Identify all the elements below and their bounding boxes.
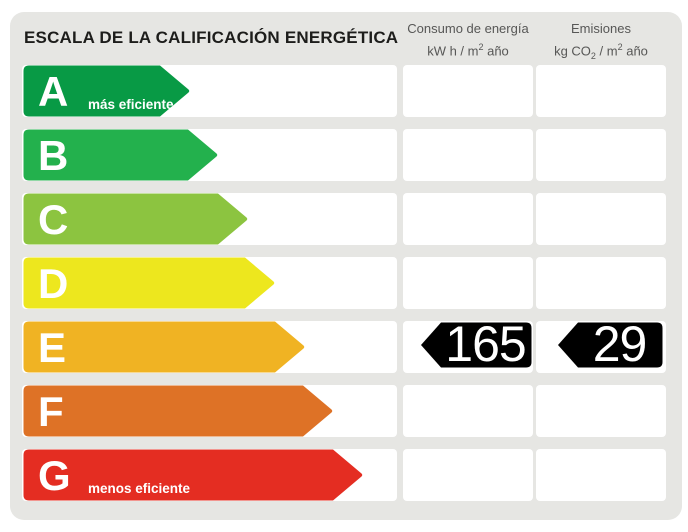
rating-letter-a: A	[38, 68, 69, 115]
consumo-cell	[403, 129, 533, 181]
scale-row-g: G menos eficiente	[0, 449, 688, 501]
consumo-cell	[403, 257, 533, 309]
column-header-emisiones: Emisiones kg CO2 / m2 año	[532, 20, 670, 65]
rating-arrow-b	[23, 129, 218, 181]
most-efficient-label: más eficiente	[88, 97, 174, 112]
rating-letter-b: B	[38, 132, 69, 179]
left-arrow-pointer-icon	[421, 322, 532, 368]
left-arrow-pointer-icon	[558, 322, 663, 368]
scale-row-a: A más eficiente	[0, 65, 688, 117]
least-efficient-label: menos eficiente	[88, 481, 191, 496]
emisiones-value-pointer: 29	[557, 316, 664, 372]
consumo-cell	[403, 65, 533, 117]
rating-arrow-e	[23, 321, 305, 373]
rating-letter-g: G	[38, 452, 71, 499]
consumo-cell	[403, 193, 533, 245]
consumo-value-pointer: 165	[420, 316, 533, 372]
consumo-value: 165	[445, 316, 526, 372]
emisiones-header-unit: kg CO2 / m2 año	[554, 42, 648, 61]
scale-row-c: C	[0, 193, 688, 245]
consumo-cell	[403, 385, 533, 437]
column-header-consumo: Consumo de energía kW h / m2 año	[399, 20, 537, 60]
emisiones-header-line1: Emisiones	[571, 21, 631, 36]
rating-letter-f: F	[38, 388, 64, 435]
emisiones-cell	[536, 193, 666, 245]
rating-letter-d: D	[38, 260, 69, 307]
emisiones-cell	[536, 129, 666, 181]
rating-letter-e: E	[38, 324, 67, 371]
emisiones-cell	[536, 65, 666, 117]
consumo-cell	[403, 449, 533, 501]
rating-arrow-c	[23, 193, 248, 245]
rating-arrow-a	[23, 65, 190, 117]
scale-row-d: D	[0, 257, 688, 309]
consumo-header-line1: Consumo de energía	[407, 21, 529, 36]
page-title: ESCALA DE LA CALIFICACIÓN ENERGÉTICA	[24, 28, 399, 47]
emisiones-value: 29	[592, 316, 648, 372]
rating-arrow-f	[23, 385, 333, 437]
rating-letter-c: C	[38, 196, 69, 243]
emisiones-cell	[536, 449, 666, 501]
rating-arrow-d	[23, 257, 275, 309]
emisiones-cell	[536, 385, 666, 437]
rating-arrow-g	[23, 449, 363, 501]
scale-row-b: B	[0, 129, 688, 181]
consumo-header-unit: kW h / m2 año	[427, 42, 509, 59]
scale-row-f: F	[0, 385, 688, 437]
emisiones-cell	[536, 257, 666, 309]
